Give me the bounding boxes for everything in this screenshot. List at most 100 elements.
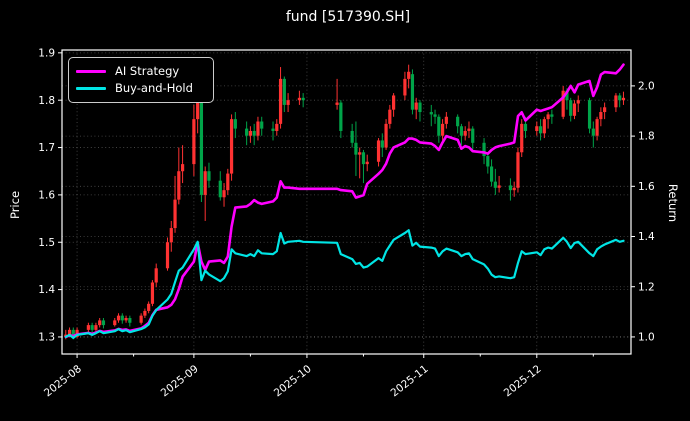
candle-up xyxy=(603,107,607,113)
left-tick-label: 1.9 xyxy=(38,47,55,59)
candle-up xyxy=(512,187,516,191)
candle-down xyxy=(493,181,497,188)
right-tick-label: 1.2 xyxy=(638,281,655,293)
candle-down xyxy=(587,100,592,129)
candle-up xyxy=(542,119,546,134)
candle-down xyxy=(128,318,132,323)
candle-down xyxy=(591,128,595,136)
candle-up xyxy=(139,315,143,323)
candle-up xyxy=(358,152,362,155)
candle-down xyxy=(207,171,211,181)
candle-down xyxy=(282,78,286,105)
right-tick-label: 1.6 xyxy=(638,181,655,193)
legend-label-buy-and-hold: Buy-and-Hold xyxy=(115,80,193,95)
ai-strategy-line-swatch xyxy=(76,69,106,73)
candle-up xyxy=(124,318,128,321)
candle-down xyxy=(252,130,256,136)
candle-up xyxy=(335,102,339,105)
candle-up xyxy=(599,112,603,120)
candle-up xyxy=(497,185,501,188)
candle-up xyxy=(222,190,226,198)
candle-up xyxy=(67,329,72,335)
candle-down xyxy=(218,180,222,198)
candle-up xyxy=(535,126,539,131)
plot-frame xyxy=(61,49,632,355)
candle-up xyxy=(229,119,234,174)
legend-item-buy-and-hold: Buy-and-Hold xyxy=(69,80,213,95)
candle-up xyxy=(440,123,445,136)
candle-down xyxy=(569,100,573,116)
candle-down xyxy=(618,95,622,101)
left-tick-label: 1.8 xyxy=(38,95,55,107)
candle-up xyxy=(388,109,392,124)
candle-down xyxy=(245,128,249,136)
candle-down xyxy=(354,142,358,155)
candle-up xyxy=(113,320,117,326)
candle-up xyxy=(169,228,173,243)
candle-up xyxy=(407,71,411,79)
candle-down xyxy=(120,315,124,321)
candle-up xyxy=(576,100,580,104)
candle-up xyxy=(467,128,471,131)
candle-down xyxy=(486,156,490,167)
left-tick-label: 1.4 xyxy=(38,284,55,296)
candle-down xyxy=(101,320,106,326)
candle-up xyxy=(365,161,369,165)
legend-item-ai-strategy: AI Strategy xyxy=(69,65,213,78)
candle-up xyxy=(86,325,90,330)
candle-down xyxy=(523,123,528,131)
candle-down xyxy=(538,126,543,134)
candle-up xyxy=(621,97,626,101)
candle-up xyxy=(275,123,279,131)
candle-up xyxy=(248,130,253,136)
candle-up xyxy=(572,103,577,116)
left-tick-label: 1.3 xyxy=(38,332,55,344)
candle-up xyxy=(595,119,599,136)
candle-up xyxy=(297,97,301,101)
candle-down xyxy=(71,329,75,337)
candle-up xyxy=(116,315,121,321)
candle-up xyxy=(165,242,170,269)
candle-down xyxy=(260,121,264,129)
candle-down xyxy=(482,142,486,157)
legend: AI Strategy Buy-and-Hold xyxy=(68,57,214,103)
candle-down xyxy=(456,116,460,127)
candle-down xyxy=(301,97,305,101)
candle-up xyxy=(286,100,290,105)
chart-title: fund [517390.SH] xyxy=(285,9,411,25)
candle-up xyxy=(150,282,155,304)
candle-down xyxy=(459,126,464,136)
left-tick-label: 1.5 xyxy=(38,237,55,249)
candle-down xyxy=(429,112,433,115)
candle-up xyxy=(444,116,448,124)
candle-up xyxy=(192,119,196,165)
candle-down xyxy=(361,152,366,165)
candle-down xyxy=(90,325,94,330)
candle-up xyxy=(180,164,185,172)
candle-up xyxy=(546,114,550,120)
candle-up xyxy=(516,152,520,188)
candle-down xyxy=(550,114,554,117)
candle-up xyxy=(196,100,200,120)
candle-up xyxy=(384,123,388,148)
candle-up xyxy=(143,310,147,316)
candle-up xyxy=(94,325,98,330)
candle-down xyxy=(380,140,384,148)
candle-down xyxy=(350,130,354,143)
candle-up xyxy=(203,171,207,195)
right-axis-label: Return xyxy=(666,183,680,223)
left-tick-label: 1.6 xyxy=(38,189,55,201)
left-axis-label: Price xyxy=(8,190,22,220)
candle-down xyxy=(437,116,441,136)
buy-and-hold-line xyxy=(64,229,625,339)
candle-up xyxy=(278,78,283,124)
buy-and-hold-line-swatch xyxy=(76,87,106,91)
candle-up xyxy=(403,78,407,96)
right-tick-label: 1.0 xyxy=(638,332,655,344)
candle-up xyxy=(256,121,260,136)
right-tick-label: 2.0 xyxy=(638,80,655,92)
candle-down xyxy=(471,128,475,143)
candle-up xyxy=(414,102,418,110)
